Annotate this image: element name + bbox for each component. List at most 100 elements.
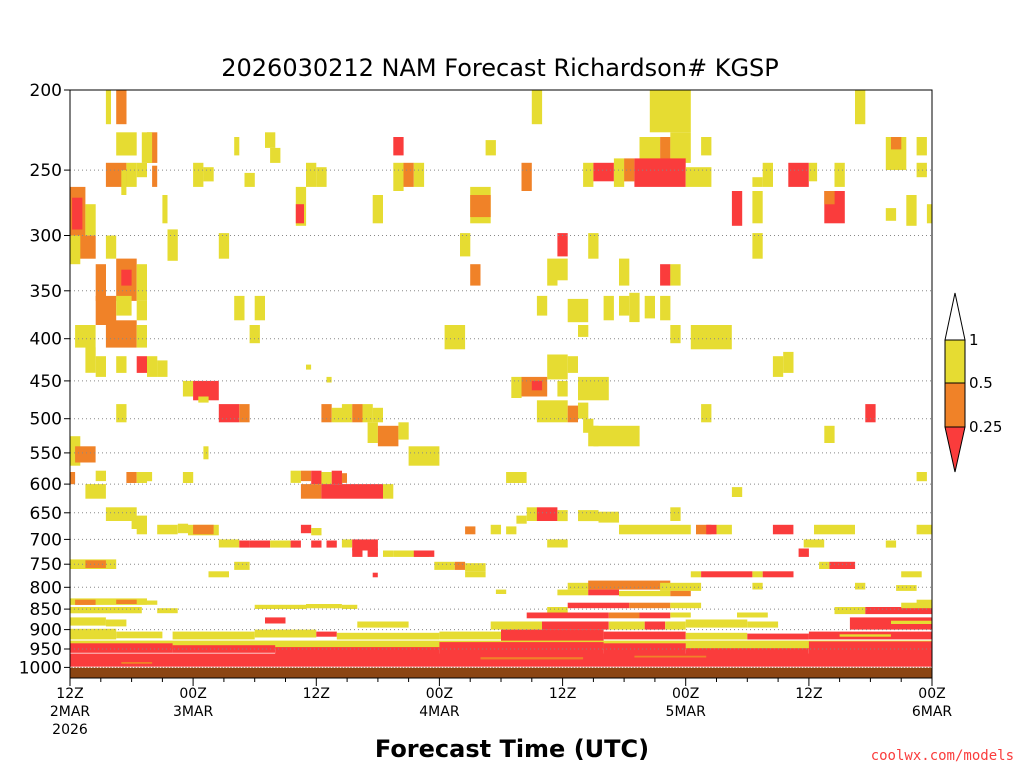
y-tick-label: 650	[30, 504, 62, 524]
ri-cell-yellow	[70, 607, 142, 614]
x-tick-label: 2026	[52, 722, 88, 738]
ri-cell-yellow	[701, 404, 712, 423]
legend-below-arrow	[944, 426, 966, 473]
ri-cell-yellow	[177, 523, 189, 534]
ri-cell-red	[393, 137, 404, 156]
ri-cell-yellow	[136, 325, 147, 348]
ri-cell-yellow	[116, 631, 163, 639]
ri-cell-yellow	[357, 621, 409, 628]
ri-cell-yellow	[116, 132, 137, 156]
ri-cell-orange	[85, 560, 106, 568]
ri-cell-orange	[75, 446, 96, 463]
y-tick-label: 950	[30, 640, 62, 660]
ri-cell-yellow	[182, 380, 194, 397]
ri-cell-orange	[105, 162, 127, 187]
ri-cell-yellow	[834, 524, 855, 535]
ri-cell-yellow	[901, 571, 922, 578]
ri-cell-yellow	[588, 233, 599, 259]
ri-cell-red	[865, 607, 932, 615]
x-tick-label: 00Z	[179, 686, 206, 702]
ri-cell-yellow	[803, 539, 825, 548]
ri-cell-red	[372, 572, 378, 578]
ri-cell-yellow	[172, 631, 255, 640]
ri-cell-yellow	[141, 132, 153, 163]
legend-bin-yellow	[944, 339, 966, 384]
ri-cell-yellow	[254, 604, 306, 609]
ri-cell-yellow	[444, 325, 466, 350]
ri-cell-yellow	[398, 422, 409, 440]
ri-cell-yellow	[593, 425, 640, 447]
ri-cell-yellow	[290, 470, 301, 483]
legend-bin-orange	[944, 382, 966, 428]
ri-cell-yellow	[578, 402, 589, 419]
ri-cell-red	[685, 648, 809, 654]
ri-cell-orange	[152, 165, 158, 187]
ri-cell-orange	[300, 470, 312, 482]
ri-cell-red	[316, 631, 337, 637]
ri-cell-red	[557, 233, 568, 257]
ri-cell-yellow	[311, 528, 322, 536]
ri-cell-yellow	[75, 325, 96, 348]
y-tick-label: 850	[30, 600, 62, 620]
x-tick-label: 12Z	[795, 686, 822, 702]
ri-cell-yellow	[701, 137, 712, 156]
ri-cell-red	[644, 621, 666, 630]
legend-level-label: 1	[969, 331, 979, 349]
ri-cell-yellow	[157, 524, 178, 535]
ri-cell-orange	[480, 657, 584, 660]
y-tick-label: 800	[30, 578, 62, 598]
ri-cell-red	[218, 404, 240, 423]
ri-cell-red	[531, 380, 543, 391]
ri-cell-yellow	[460, 233, 471, 257]
ri-cell-orange	[932, 525, 942, 535]
ri-cell-yellow	[603, 295, 614, 321]
ri-cell-yellow	[685, 167, 712, 187]
ri-cell-yellow	[547, 539, 568, 548]
ri-cell-orange	[377, 425, 399, 447]
ri-cell-yellow	[105, 619, 127, 627]
ri-cell-yellow	[547, 258, 558, 286]
ri-cell-red	[603, 643, 686, 654]
ri-cell-yellow	[485, 140, 496, 156]
ri-cell-yellow	[619, 258, 630, 286]
ri-cell-yellow	[495, 589, 507, 594]
ri-cell-yellow	[926, 204, 932, 224]
ri-cell-red	[747, 633, 809, 640]
y-tick-label: 500	[30, 410, 62, 430]
ri-cell-red	[772, 524, 794, 535]
ri-cell-red	[172, 645, 276, 653]
x-tick-label: 00Z	[918, 686, 945, 702]
ri-cell-yellow	[557, 380, 568, 397]
ri-cell-yellow	[783, 351, 794, 373]
ri-cell-red	[136, 356, 147, 373]
ri-cell-orange	[608, 612, 640, 619]
ri-cell-yellow	[808, 162, 818, 182]
ri-cell-orange	[454, 561, 466, 570]
ri-cell-yellow	[306, 162, 317, 187]
x-tick-label: 5MAR	[666, 704, 707, 720]
ri-cell-orange	[126, 472, 137, 483]
ri-cell-yellow	[598, 511, 619, 523]
y-tick-label: 350	[30, 282, 62, 302]
ri-cell-yellow	[208, 571, 229, 578]
ri-cell-yellow	[147, 600, 158, 605]
ri-cell-orange	[824, 191, 835, 205]
y-tick-label: 400	[30, 330, 62, 350]
y-tick-label: 600	[30, 475, 62, 495]
ri-cell-yellow	[536, 295, 548, 316]
ri-cell-red	[808, 641, 932, 654]
x-tick-label: 12Z	[56, 686, 83, 702]
ri-cell-red	[275, 647, 440, 654]
legend-level-label: 0.5	[969, 374, 993, 392]
ri-cell-yellow	[439, 631, 501, 640]
ri-cell-yellow	[511, 376, 522, 398]
ri-cell-yellow	[105, 235, 117, 259]
ri-cell-red	[331, 470, 342, 485]
ri-cell-yellow	[557, 258, 568, 281]
ri-cell-yellow	[203, 167, 214, 182]
ri-cell-yellow	[834, 607, 866, 615]
ri-cell-red	[121, 269, 132, 286]
ri-cell-yellow	[670, 507, 681, 521]
ri-cell-yellow	[116, 356, 127, 373]
ri-cell-yellow	[716, 524, 732, 535]
